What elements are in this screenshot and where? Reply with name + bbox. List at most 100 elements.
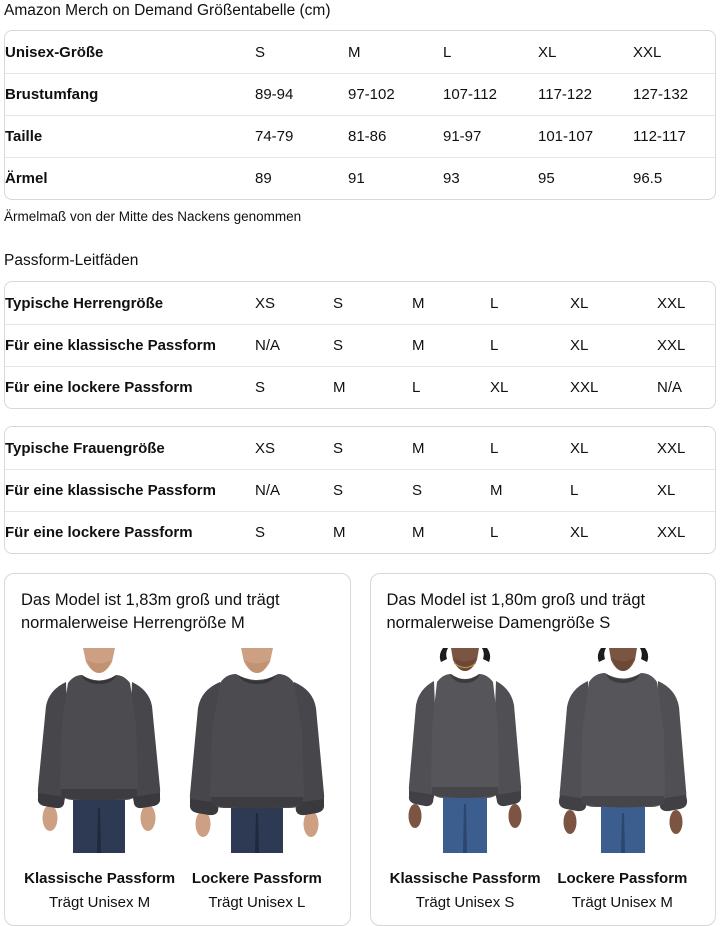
value-cell: XXL (657, 511, 715, 553)
unisex-size-table: Unisex-Größe S M L XL XXL Brustumfang 89… (4, 30, 716, 200)
table-row: Für eine lockere Passform S M L XL XXL N… (5, 366, 715, 408)
value-cell: XS (255, 439, 276, 457)
size-cell: M (348, 43, 361, 61)
model-photo-loose-fit (182, 648, 332, 853)
size-cell: L (443, 43, 452, 61)
row-label: Unisex-Größe (5, 43, 104, 61)
value-cell: 89-94 (255, 73, 348, 115)
value-cell: 97-102 (348, 73, 443, 115)
value-cell: L (490, 511, 570, 553)
table-row: Ärmel 89 91 93 95 96.5 (5, 157, 715, 199)
fit-captions: Klassische Passform Trägt Unisex S Locke… (387, 870, 702, 911)
fit-caption: Klassische Passform Trägt Unisex S (387, 870, 544, 911)
fit-caption: Lockere Passform Trägt Unisex M (544, 870, 701, 911)
row-label: Brustumfang (5, 73, 255, 115)
row-label: Für eine klassische Passform (5, 469, 255, 511)
fit-caption-subtitle: Trägt Unisex L (208, 894, 306, 911)
size-cell: XXL (633, 43, 662, 61)
table-row: Typische Frauengröße XS S M L XL XXL (5, 427, 715, 469)
value-cell: XXL (657, 439, 686, 457)
fit-caption-subtitle: Trägt Unisex M (49, 894, 151, 911)
fit-caption-title: Lockere Passform (557, 870, 688, 887)
value-cell: XL (490, 366, 570, 408)
row-label: Für eine lockere Passform (5, 366, 255, 408)
value-cell: M (412, 439, 425, 457)
value-cell: N/A (657, 366, 715, 408)
value-cell: S (333, 439, 344, 457)
value-cell: S (333, 324, 412, 366)
value-cell: S (333, 469, 412, 511)
row-label: Für eine lockere Passform (5, 511, 255, 553)
value-cell: XL (570, 439, 589, 457)
value-cell: XS (255, 294, 276, 312)
value-cell: L (570, 469, 657, 511)
fit-caption-title: Lockere Passform (191, 870, 322, 887)
value-cell: XL (570, 324, 657, 366)
table-row: Für eine klassische Passform N/A S S M L… (5, 469, 715, 511)
row-label: Typische Frauengröße (5, 439, 165, 457)
value-cell: M (412, 294, 425, 312)
value-cell: XL (570, 511, 657, 553)
value-cell: S (412, 469, 490, 511)
model-card-description: Das Model ist 1,80m groß und trägt norma… (386, 591, 646, 632)
fit-caption-subtitle: Trägt Unisex M (571, 894, 673, 911)
value-cell: M (412, 324, 490, 366)
fit-captions: Klassische Passform Trägt Unisex M Locke… (21, 870, 336, 911)
value-cell: M (333, 511, 412, 553)
model-photo-classic-fit (24, 648, 174, 853)
size-cell: S (255, 43, 266, 61)
sleeve-measurement-note: Ärmelmaß von der Mitte des Nackens genom… (4, 209, 302, 224)
table-row: Taille 74-79 81-86 91-97 101-107 112-117 (5, 115, 715, 157)
value-cell: S (255, 511, 333, 553)
model-card-description: Das Model ist 1,83m groß und trägt norma… (21, 591, 280, 632)
model-photo-loose-fit (548, 648, 698, 853)
value-cell: XXL (657, 324, 715, 366)
fit-caption-title: Klassische Passform (24, 870, 176, 887)
value-cell: 91 (348, 157, 443, 199)
model-card-men: Das Model ist 1,83m groß und trägt norma… (4, 573, 351, 926)
men-fit-table: Typische Herrengröße XS S M L XL XXL Für… (4, 281, 716, 409)
value-cell: 107-112 (443, 73, 538, 115)
fit-caption: Lockere Passform Trägt Unisex L (178, 870, 335, 911)
value-cell: 101-107 (538, 115, 633, 157)
value-cell: L (490, 294, 499, 312)
value-cell: 74-79 (255, 115, 348, 157)
value-cell: L (412, 366, 490, 408)
fit-caption-subtitle: Trägt Unisex S (415, 894, 515, 911)
value-cell: 93 (443, 157, 538, 199)
value-cell: 81-86 (348, 115, 443, 157)
value-cell: XXL (570, 366, 657, 408)
value-cell: 91-97 (443, 115, 538, 157)
value-cell: S (333, 294, 344, 312)
value-cell: N/A (255, 469, 333, 511)
value-cell: 96.5 (633, 157, 715, 199)
value-cell: 95 (538, 157, 633, 199)
table-row: Brustumfang 89-94 97-102 107-112 117-122… (5, 73, 715, 115)
model-cards: Das Model ist 1,83m groß und trägt norma… (4, 573, 716, 926)
value-cell: L (490, 439, 499, 457)
value-cell: 112-117 (633, 115, 715, 157)
row-label: Taille (5, 115, 255, 157)
value-cell: 127-132 (633, 73, 715, 115)
row-label: Für eine klassische Passform (5, 324, 255, 366)
value-cell: S (255, 366, 333, 408)
women-fit-table: Typische Frauengröße XS S M L XL XXL Für… (4, 426, 716, 554)
value-cell: N/A (255, 324, 333, 366)
value-cell: XL (570, 294, 589, 312)
fit-caption: Klassische Passform Trägt Unisex M (21, 870, 178, 911)
value-cell: 117-122 (538, 73, 633, 115)
table-row: Typische Herrengröße XS S M L XL XXL (5, 282, 715, 324)
size-cell: XL (538, 43, 557, 61)
row-label: Ärmel (5, 157, 255, 199)
table-row: Für eine klassische Passform N/A S M L X… (5, 324, 715, 366)
value-cell: XXL (657, 294, 686, 312)
value-cell: L (490, 324, 570, 366)
value-cell: XL (657, 469, 715, 511)
value-cell: M (333, 366, 412, 408)
model-photo-classic-fit (390, 648, 540, 853)
table-row: Unisex-Größe S M L XL XXL (5, 31, 715, 73)
fit-caption-title: Klassische Passform (389, 870, 541, 887)
table-row: Für eine lockere Passform S M M L XL XXL (5, 511, 715, 553)
model-card-women: Das Model ist 1,80m groß und trägt norma… (369, 573, 716, 926)
